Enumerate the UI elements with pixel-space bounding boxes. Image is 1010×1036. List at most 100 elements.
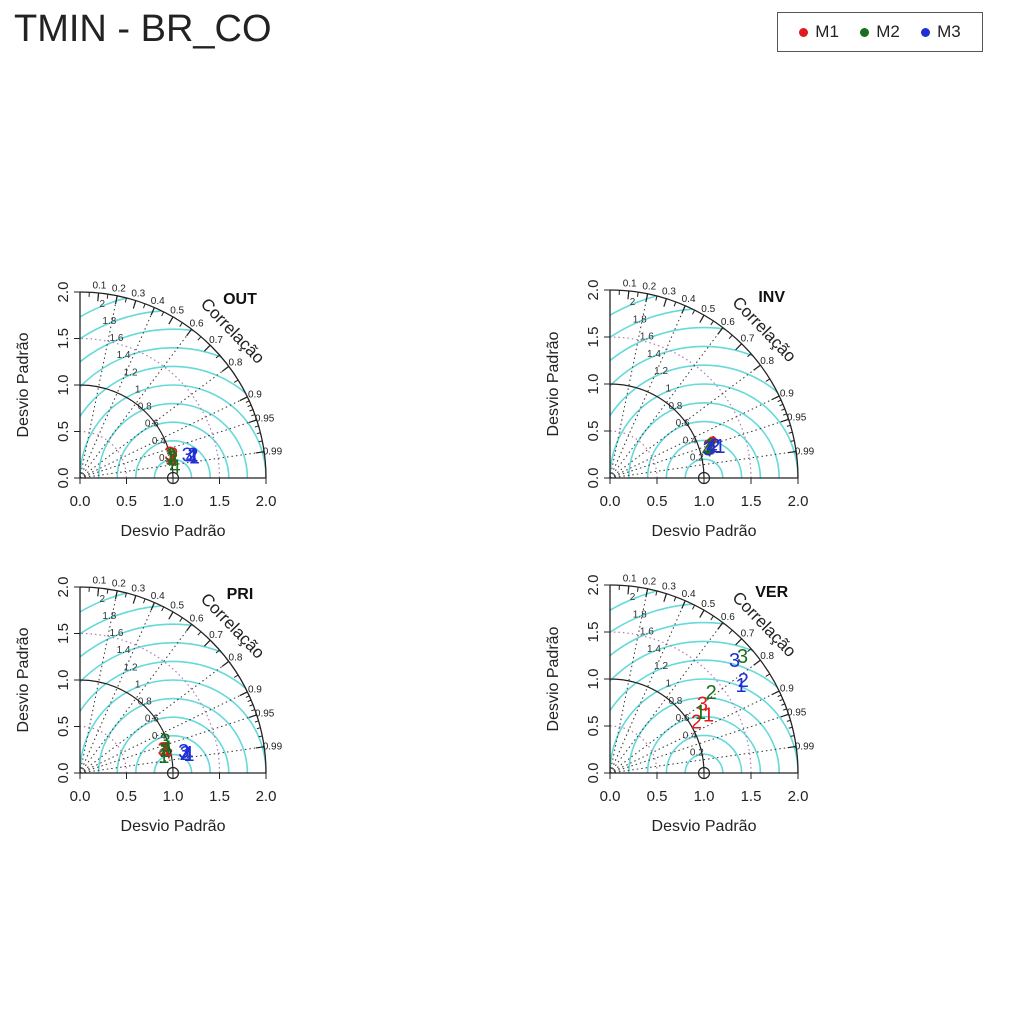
correlation-minor-tick: [256, 727, 261, 730]
outer-arc: [79, 586, 267, 774]
x-tick-label: 1.5: [209, 493, 230, 510]
page-title: TMIN - BR_CO: [14, 8, 272, 50]
correlation-tick-label: 0.4: [151, 296, 165, 307]
correlation-minor-tick: [245, 400, 250, 403]
correlation-tick-label: 0.6: [721, 317, 735, 328]
y-tick-label: 0.5: [585, 421, 602, 442]
correlation-tick-label: 0.7: [741, 629, 755, 640]
outer-arc: [609, 289, 799, 479]
correlation-tick-label: 0.95: [787, 708, 807, 719]
rms-label: 0.6: [145, 714, 159, 725]
correlation-minor-tick: [249, 409, 254, 412]
x-tick-label: 1.0: [694, 788, 715, 805]
correlation-tick-label: 0.4: [151, 591, 165, 602]
data-point-m2: 4: [170, 457, 181, 479]
data-point-m1: 1: [703, 704, 714, 726]
correlation-minor-tick: [215, 649, 220, 654]
correlation-minor-tick: [765, 378, 771, 382]
correlation-major-tick: [150, 307, 155, 316]
data-point-m1: 3: [157, 739, 168, 761]
rms-arc: [97, 697, 249, 773]
y-tick-label: 1.0: [55, 375, 72, 396]
rms-label: 2: [630, 592, 636, 603]
legend-marker-m1: [799, 27, 809, 37]
correlation-tick-label: 0.3: [131, 584, 145, 595]
correlation-major-tick: [168, 611, 174, 620]
reference-sd-arc: [609, 383, 705, 479]
rms-arc: [80, 365, 266, 478]
y-tick-label: 2.0: [585, 280, 602, 301]
rms-label: 0.2: [159, 453, 173, 464]
rms-label: 2: [100, 594, 106, 605]
correlation-minor-tick: [783, 413, 787, 416]
data-point-m1: 2: [167, 445, 178, 467]
rms-label: 0.2: [159, 748, 173, 759]
correlation-minor-tick: [788, 726, 793, 729]
y-tick-label: 0.0: [585, 763, 602, 784]
data-point-m1: 2: [691, 712, 702, 734]
panel-title: VER: [755, 584, 788, 601]
correlation-minor-tick: [256, 432, 261, 435]
correlation-tick-label: 0.2: [112, 284, 126, 295]
data-point-m2: 4: [161, 738, 172, 760]
rms-label: 0.4: [152, 436, 166, 447]
taylor-diagram-pri: 0.2 0.4 0.6 0.8 1 1.2 1.4 1.6 1.8 2 0.1 0.2 0.3 0.4 0.…: [15, 576, 283, 835]
sd-arc: [79, 725, 128, 774]
correlation-tick-label: 0.95: [787, 413, 807, 424]
correlation-tick-label: 0.8: [760, 651, 774, 662]
data-point-m1: 3: [703, 436, 714, 458]
correlation-major-tick: [186, 623, 193, 632]
correlation-tick-label: 0.6: [721, 612, 735, 623]
correlation-minor-tick: [777, 694, 782, 698]
reference-sd-arc: [609, 678, 705, 774]
correlation-tick-label: 0.4: [682, 589, 696, 600]
correlation-tick-label: 0.5: [170, 306, 184, 317]
correlation-major-tick: [221, 660, 230, 667]
correlation-major-tick: [780, 418, 789, 423]
correlation-minor-tick: [179, 322, 183, 327]
data-point-m1: 1: [161, 739, 172, 761]
correlation-minor-tick: [254, 720, 259, 723]
data-point-m2: 3: [166, 445, 177, 467]
y-tick-label: 1.0: [585, 374, 602, 395]
y-tick-label: 2.0: [55, 282, 72, 303]
correlation-minor-tick: [790, 735, 795, 737]
correlation-minor-tick: [637, 587, 639, 592]
correlation-minor-tick: [249, 704, 254, 707]
correlation-major-tick: [114, 295, 118, 305]
rms-label: 1.8: [102, 316, 116, 327]
correlation-minor-tick: [786, 424, 791, 427]
panel-title: OUT: [223, 291, 257, 308]
correlation-tick-label: 0.9: [248, 684, 262, 695]
correlation-minor-tick: [710, 320, 714, 326]
x-tick-label: 0.5: [116, 493, 137, 510]
correlation-minor-tick: [788, 431, 793, 434]
correlation-tick-label: 0.7: [209, 630, 223, 641]
taylor-diagram-out: 0.2 0.4 0.6 0.8 1 1.2 1.4 1.6 1.8 2 0.1 0.2 0.3 0.4 0.…: [15, 281, 283, 540]
rms-label: 1.2: [124, 662, 138, 673]
correlation-major-tick: [645, 293, 649, 303]
legend-label-m2: M2: [876, 22, 900, 41]
correlation-minor-tick: [786, 719, 791, 722]
correlation-minor-tick: [251, 709, 256, 712]
data-point-m1: 3: [697, 694, 708, 716]
reference-sd-arc: [79, 679, 174, 774]
correlation-major-tick: [681, 600, 686, 609]
rms-arc: [80, 660, 266, 773]
x-tick-label: 0.5: [647, 493, 668, 510]
rms-label: 1.2: [124, 367, 138, 378]
sd-arc: [609, 430, 658, 479]
y-axis-label: Desvio Padrão: [545, 331, 562, 436]
data-point-m3: 1: [189, 447, 200, 469]
correlation-minor-tick: [781, 703, 786, 706]
rms-arc: [116, 421, 230, 478]
data-point-m3: 2: [179, 743, 190, 765]
correlation-major-tick: [255, 746, 265, 749]
correlation-minor-tick: [655, 590, 658, 596]
correlation-tick-label: 0.1: [92, 281, 106, 292]
y-tick-label: 2.0: [585, 575, 602, 596]
correlation-tick-label: 0.6: [190, 319, 204, 330]
x-tick-label: 2.0: [256, 493, 277, 510]
y-axis-label: Desvio Padrão: [545, 626, 562, 731]
rms-label: 1.6: [640, 332, 654, 343]
